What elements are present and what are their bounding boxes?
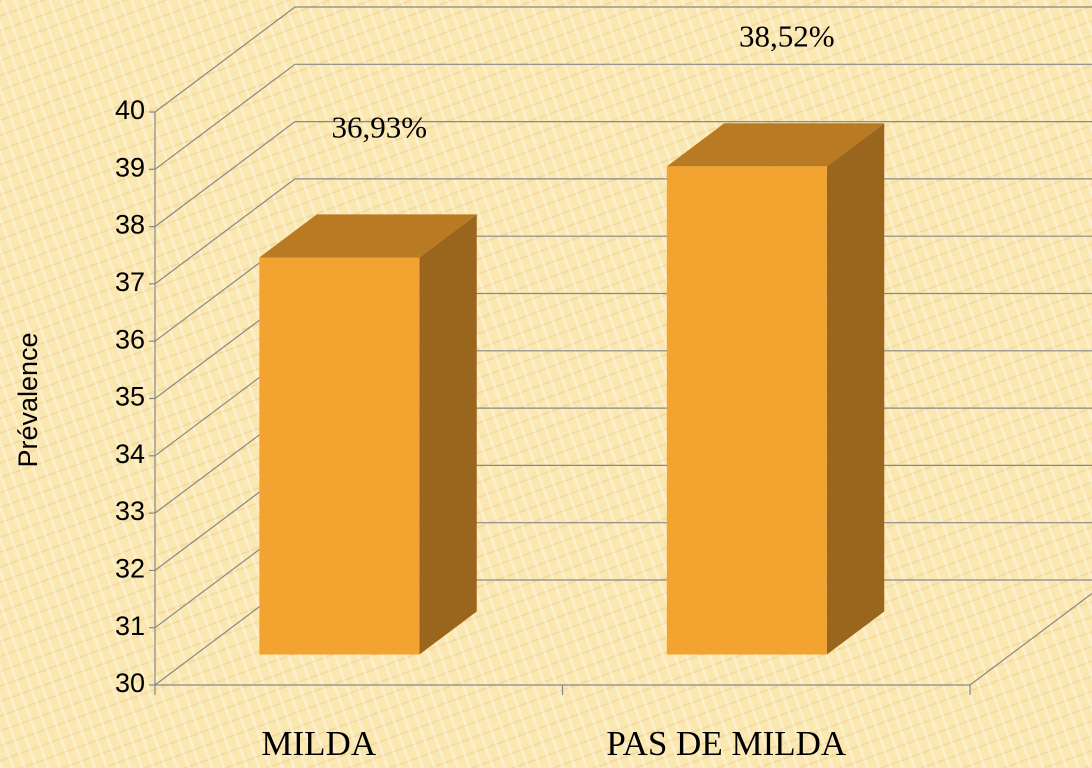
y-tick-label: 35 [115, 382, 145, 412]
x-tick-label: PAS DE MILDA [606, 724, 847, 763]
y-tick-label: 39 [115, 152, 145, 182]
grid-line [154, 120, 1092, 228]
y-tick-label: 38 [115, 210, 145, 240]
value-label: 36,93% [332, 110, 428, 145]
grid-line [154, 6, 1092, 113]
y-tick-label: 34 [115, 439, 145, 469]
y-axis-label: Prévalence [13, 332, 43, 467]
y-tick-label: 37 [115, 267, 145, 297]
bar-front [259, 257, 420, 655]
y-tick-label: 30 [115, 668, 145, 698]
bar-side [826, 123, 885, 655]
bar-top [259, 214, 477, 258]
floor-edge [969, 593, 1092, 686]
y-tick-label: 32 [115, 554, 145, 584]
grid-line [154, 63, 1092, 170]
y-tick-label: 40 [115, 95, 145, 125]
bar-side [419, 214, 477, 655]
y-tick-label: 36 [115, 324, 145, 354]
bar-top [666, 123, 885, 167]
value-label: 38,52% [739, 18, 835, 53]
bar-front [666, 166, 827, 655]
y-tick-label: 31 [115, 611, 145, 641]
x-tick-label: MILDA [261, 724, 376, 763]
y-tick-label: 33 [115, 496, 145, 526]
